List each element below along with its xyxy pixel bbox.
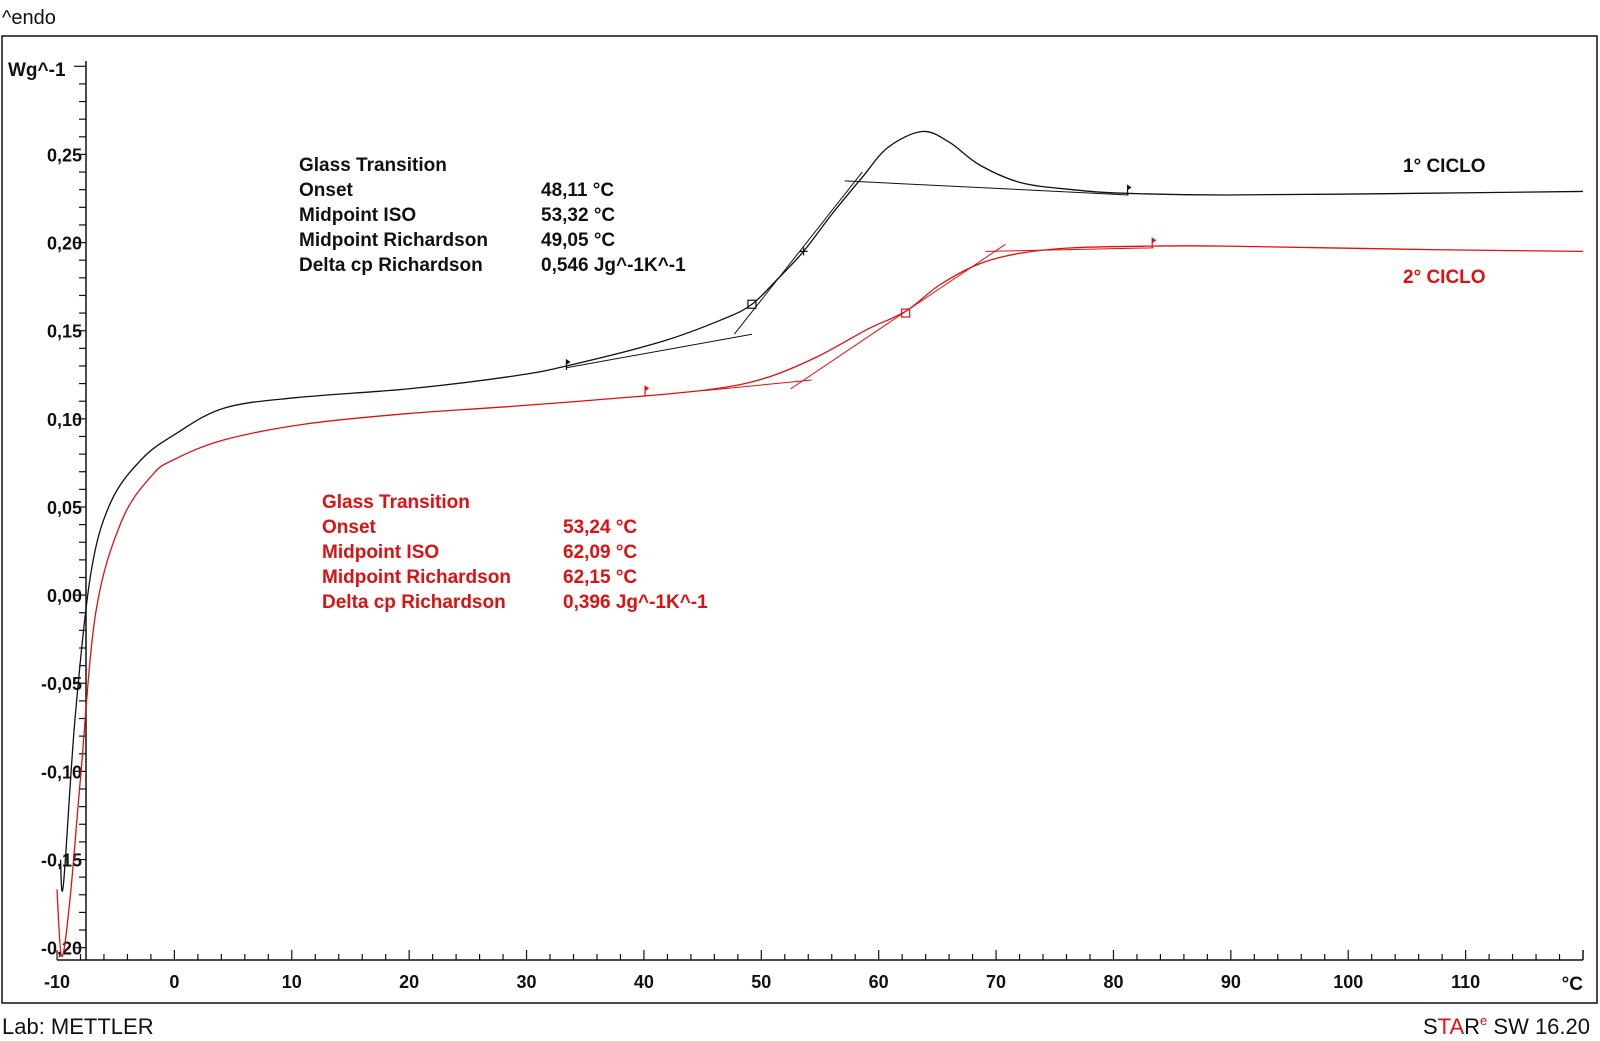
annotation-value: 62,09 °C bbox=[563, 542, 637, 563]
software-ta: TA bbox=[1438, 1014, 1465, 1039]
x-tick-label: 40 bbox=[634, 972, 654, 992]
software-s: S bbox=[1423, 1014, 1438, 1039]
y-tick-label: -0,20 bbox=[41, 939, 82, 959]
annotation-label: Onset bbox=[322, 517, 377, 538]
x-tick-label: 90 bbox=[1221, 972, 1241, 992]
annotation-value: 53,32 °C bbox=[541, 205, 615, 226]
tangent-line bbox=[985, 247, 1154, 252]
annotation-title: Glass Transition bbox=[299, 155, 447, 176]
annotation-value: 49,05 °C bbox=[541, 230, 615, 251]
tangent-line bbox=[790, 243, 1006, 390]
annotation-value: 53,24 °C bbox=[563, 517, 637, 538]
limit-flag-marker bbox=[565, 358, 571, 370]
software-e: e bbox=[1480, 1013, 1487, 1028]
x-tick-label: 0 bbox=[169, 972, 179, 992]
tangent-line bbox=[733, 171, 863, 335]
y-tick-label: 0,10 bbox=[47, 410, 82, 430]
axes: -10 0 10 20 30 40 50 60 70 80 90 100 110 0,25 0,20 0,15… bbox=[41, 61, 1584, 992]
x-tick-label: 60 bbox=[869, 972, 889, 992]
x-tick-label: 20 bbox=[399, 972, 419, 992]
midpoint-marker bbox=[901, 308, 911, 318]
x-axis-label: °C bbox=[1562, 974, 1584, 995]
limit-flag-marker bbox=[1151, 237, 1157, 249]
x-tick-label: 100 bbox=[1333, 972, 1363, 992]
y-tick-label: -0,05 bbox=[41, 674, 82, 694]
annotation-value: 0,546 Jg^-1K^-1 bbox=[541, 255, 686, 276]
limit-flag-marker bbox=[644, 385, 650, 397]
annotation-label: Delta cp Richardson bbox=[299, 255, 483, 276]
y-tick-label: 0,20 bbox=[47, 234, 82, 254]
x-tick-label: 50 bbox=[751, 972, 771, 992]
software-r: R bbox=[1464, 1014, 1480, 1039]
annotation-label: Midpoint ISO bbox=[299, 205, 416, 226]
y-tick-label: -0,15 bbox=[41, 851, 82, 871]
software-version: STARe SW 16.20 bbox=[1423, 1013, 1590, 1039]
tangent-line bbox=[703, 379, 812, 392]
x-tick-label: -10 bbox=[44, 972, 70, 992]
y-axis-label: Wg^-1 bbox=[8, 60, 66, 81]
legend-cycle2: 2° CICLO bbox=[1403, 267, 1486, 288]
annotation-label: Midpoint ISO bbox=[322, 542, 439, 563]
annotation-value: 0,396 Jg^-1K^-1 bbox=[563, 592, 708, 613]
annotation-label: Delta cp Richardson bbox=[322, 592, 506, 613]
endo-label: ^endo bbox=[2, 7, 56, 29]
y-tick-label: 0,15 bbox=[47, 322, 82, 342]
curve-cycle2 bbox=[56, 245, 1584, 958]
annotation-value: 62,15 °C bbox=[563, 567, 637, 588]
tangent-line bbox=[566, 333, 753, 369]
cycle1-annotation: Glass Transition Onset 48,11 °C Midpoint… bbox=[299, 155, 686, 276]
lab-label: Lab: METTLER bbox=[2, 1014, 154, 1039]
x-tick-label: 110 bbox=[1451, 972, 1480, 992]
y-tick-label: 0,05 bbox=[47, 498, 82, 518]
midpoint-marker bbox=[747, 299, 757, 309]
y-tick-label: 0,00 bbox=[47, 586, 82, 606]
annotation-value: 48,11 °C bbox=[541, 180, 614, 201]
x-tick-label: 10 bbox=[282, 972, 302, 992]
annotation-label: Midpoint Richardson bbox=[299, 230, 488, 251]
tangent-line bbox=[844, 180, 1129, 196]
limit-flag-marker bbox=[1126, 184, 1132, 196]
cross-marker bbox=[799, 247, 808, 256]
annotation-label: Onset bbox=[299, 180, 354, 201]
series-group bbox=[56, 130, 1584, 958]
plot-frame bbox=[1, 35, 1598, 1004]
y-tick-label: 0,25 bbox=[47, 145, 82, 165]
x-tick-label: 70 bbox=[986, 972, 1006, 992]
legend-cycle1: 1° CICLO bbox=[1403, 156, 1486, 177]
curve-cycle1 bbox=[59, 130, 1584, 892]
annotation-label: Midpoint Richardson bbox=[322, 567, 511, 588]
annotation-title: Glass Transition bbox=[322, 492, 470, 513]
cycle2-annotation: Glass Transition Onset 53,24 °C Midpoint… bbox=[322, 492, 708, 613]
x-tick-label: 80 bbox=[1103, 972, 1123, 992]
software-rest: SW 16.20 bbox=[1487, 1014, 1590, 1039]
x-tick-label: 30 bbox=[517, 972, 537, 992]
y-tick-label: -0,10 bbox=[41, 762, 82, 782]
